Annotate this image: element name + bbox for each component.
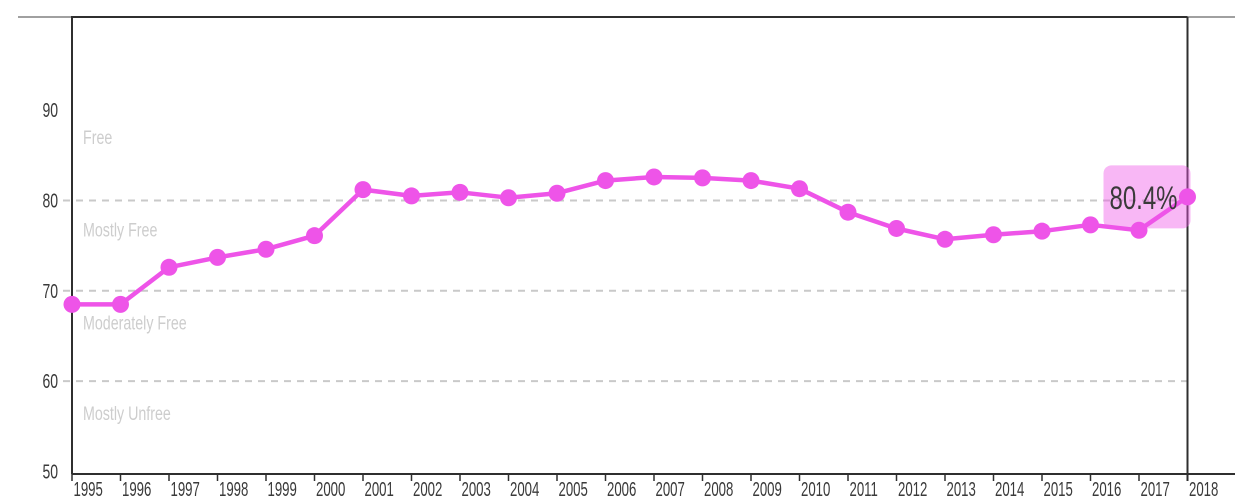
x-tick-label-2013: 2013: [947, 478, 976, 500]
data-point-2002[interactable]: [403, 187, 420, 205]
data-point-2013[interactable]: [936, 230, 954, 248]
x-tick-label-2005: 2005: [559, 478, 588, 500]
data-point-2001[interactable]: [354, 181, 372, 199]
x-tick-label-2014: 2014: [995, 478, 1024, 500]
x-tick-label-1997: 1997: [171, 478, 200, 500]
x-tick-label-1998: 1998: [219, 478, 248, 500]
x-tick-label-2011: 2011: [850, 478, 878, 500]
data-point-2017[interactable]: [1130, 221, 1148, 239]
data-point-1998[interactable]: [209, 248, 226, 266]
data-point-2009[interactable]: [742, 172, 760, 190]
x-axis: 1995 1996 1997 1998 1999 2000 2001 2002 2003 2004…: [71, 474, 1218, 501]
annotation-label: 80.4%: [1109, 179, 1177, 215]
data-point-2014[interactable]: [985, 226, 1002, 244]
data-point-2008[interactable]: [694, 169, 711, 187]
data-point-2015[interactable]: [1033, 222, 1051, 240]
x-tick-label-1995: 1995: [74, 478, 103, 500]
data-point-2012[interactable]: [888, 219, 905, 237]
x-tick-label-2010: 2010: [801, 478, 830, 500]
data-point-2011[interactable]: [839, 203, 857, 221]
band-labels: Free Mostly Free Moderately Free Mostly Unf…: [83, 127, 187, 424]
data-points: [63, 168, 1196, 313]
data-point-1995[interactable]: [63, 295, 81, 313]
band-label-free: Free: [83, 127, 112, 148]
data-point-1996[interactable]: [112, 295, 129, 313]
x-tick-label-2018: 2018: [1189, 478, 1218, 500]
band-label-mostly-unfree: Mostly Unfree: [83, 403, 171, 424]
x-tick-label-2004: 2004: [510, 478, 539, 500]
annotation-box: [1103, 165, 1191, 229]
data-point-2006[interactable]: [597, 172, 614, 190]
x-tick-label-2008: 2008: [704, 478, 733, 500]
y-tick-label-80: 80: [42, 189, 58, 212]
data-point-2016[interactable]: [1082, 216, 1099, 234]
gridlines: [63, 199, 1188, 383]
data-point-2007[interactable]: [645, 168, 663, 186]
data-point-1999[interactable]: [257, 240, 275, 258]
series-line: [69, 174, 1190, 307]
y-tick-label-60: 60: [42, 370, 58, 393]
x-tick-label-2001: 2001: [365, 478, 394, 500]
data-point-2003[interactable]: [451, 183, 469, 201]
x-tick-label-2007: 2007: [656, 478, 685, 500]
data-point-2018[interactable]: [1179, 188, 1196, 206]
x-tick-label-2015: 2015: [1044, 478, 1073, 500]
x-tick-label-2003: 2003: [462, 478, 491, 500]
x-tick-label-2012: 2012: [898, 478, 927, 500]
x-tick-label-2016: 2016: [1092, 478, 1121, 500]
x-tick-label-2017: 2017: [1141, 478, 1170, 500]
y-tick-label-90: 90: [42, 99, 58, 122]
data-point-2000[interactable]: [306, 227, 323, 245]
data-point-2010[interactable]: [791, 180, 808, 198]
x-tick-label-2002: 2002: [413, 478, 442, 500]
band-label-mostly-free: Mostly Free: [83, 219, 157, 240]
x-tick-label-1996: 1996: [122, 478, 151, 500]
y-tick-label-50: 50: [42, 460, 58, 483]
y-axis-labels: 90 80 70 60 50: [42, 99, 58, 484]
axes: [18, 16, 1235, 481]
data-point-2005[interactable]: [548, 184, 566, 202]
y-tick-label-70: 70: [42, 279, 58, 302]
data-point-2004[interactable]: [500, 189, 517, 207]
x-tick-label-1999: 1999: [268, 478, 297, 500]
x-tick-label-2009: 2009: [753, 478, 782, 500]
data-point-1997[interactable]: [160, 258, 178, 276]
x-tick-label-2000: 2000: [316, 478, 345, 500]
band-label-moderately-free: Moderately Free: [83, 312, 187, 333]
x-tick-label-2006: 2006: [607, 478, 636, 500]
